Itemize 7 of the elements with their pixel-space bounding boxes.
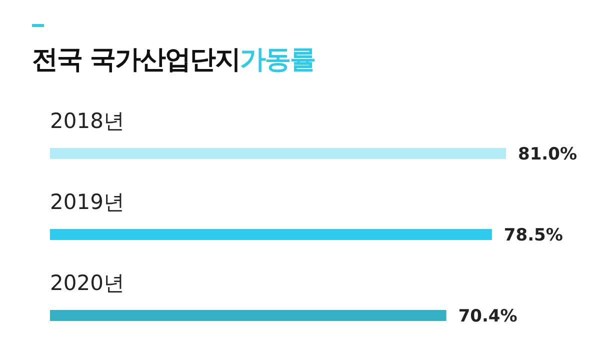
y-tick-label: 2018년	[50, 109, 124, 133]
data-label: 78.5%	[504, 226, 563, 246]
data-label: 81.0%	[518, 144, 577, 164]
y-tick-label: 2019년	[50, 190, 124, 214]
data-label: 70.4%	[458, 306, 518, 326]
y-tick-label: 2020년	[50, 271, 124, 295]
chart-title: 전국 국가산업단지가동률	[32, 44, 316, 77]
